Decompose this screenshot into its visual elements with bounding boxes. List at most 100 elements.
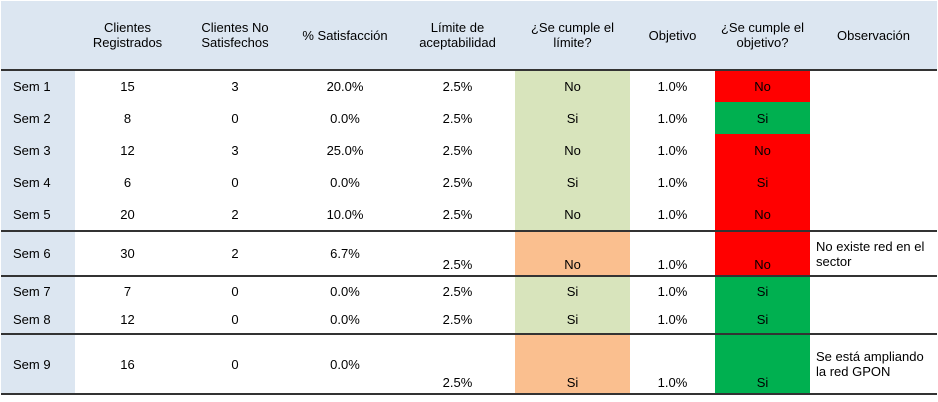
cell: 1.0% xyxy=(630,198,715,232)
header-cell: Límite de aceptabilidad xyxy=(400,1,515,71)
cell: 0.0% xyxy=(330,110,360,126)
cell xyxy=(810,276,937,305)
cell: 0 xyxy=(231,110,239,126)
cell: Si xyxy=(515,305,630,335)
cell: No xyxy=(715,134,810,166)
cell: No existe red en el sector xyxy=(810,231,937,277)
cell: 2.5% xyxy=(442,283,473,299)
cell: 0.0% xyxy=(330,174,360,190)
data-table: Clientes Registrados Clientes No Satisfec… xyxy=(1,1,937,395)
cell: 8 xyxy=(123,110,132,126)
cell: 20.0% xyxy=(326,79,364,94)
table-row: Sem 6 30 2 6.7% 2.5% No 1.0% No No existe red en… xyxy=(1,231,937,277)
cell: 0.0% xyxy=(290,334,400,395)
cell xyxy=(810,166,937,198)
cell: 12 xyxy=(120,142,135,158)
cell: Si xyxy=(515,166,630,198)
cell: 0.0% xyxy=(290,305,400,335)
cell: No xyxy=(515,198,630,232)
cell: No xyxy=(515,70,630,102)
row-label: Sem 7 xyxy=(1,276,75,305)
header-cell xyxy=(1,1,75,71)
cell: Si xyxy=(715,334,810,395)
header-cell: ¿Se cumple el límite? xyxy=(515,1,630,71)
cell: 1.0% xyxy=(657,110,688,126)
cell: 2.5% xyxy=(400,305,515,335)
table-row: Sem 4 6 0 0.0% 2.5% Si 1.0% Si xyxy=(1,166,937,198)
table-row: Sem 1 15 3 20.0% 2.5% No 1.0% No xyxy=(1,70,937,102)
cell: 0 xyxy=(180,334,290,395)
cell: Se está ampliando la red GPON xyxy=(810,334,937,395)
cell: 2.5% xyxy=(400,198,515,232)
cell: 1.0% xyxy=(657,174,688,190)
cell: 2 xyxy=(180,231,290,277)
cell: 2.5% xyxy=(442,110,473,126)
cell: 2.5% xyxy=(400,334,515,395)
header-row: Clientes Registrados Clientes No Satisfec… xyxy=(1,1,937,71)
row-label: Sem 4 xyxy=(1,166,75,198)
cell xyxy=(810,102,937,134)
cell: 0 xyxy=(231,174,239,190)
cell: 15 xyxy=(120,79,135,94)
cell: 2.5% xyxy=(442,79,473,94)
cell: No xyxy=(515,134,630,166)
cell: 1.0% xyxy=(657,283,688,299)
cell xyxy=(810,198,937,232)
table-row: Sem 8 12 0 0.0% 2.5% Si 1.0% Si xyxy=(1,305,937,335)
cell: 25.0% xyxy=(326,142,364,158)
cell: Si xyxy=(515,276,630,305)
row-label: Sem 1 xyxy=(1,70,75,102)
header-cell: % Satisfacción xyxy=(290,1,400,71)
cell: 1.0% xyxy=(630,231,715,277)
table-row: Sem 5 20 2 10.0% 2.5% No 1.0% No xyxy=(1,198,937,232)
cell: 6.7% xyxy=(290,231,400,277)
row-label: Sem 6 xyxy=(1,231,75,277)
cell: Si xyxy=(515,334,630,395)
table-row: Sem 7 7 0 0.0% 2.5% Si 1.0% Si xyxy=(1,276,937,305)
cell: 2.5% xyxy=(442,142,473,158)
cell: 3 xyxy=(231,142,239,158)
row-label: Sem 8 xyxy=(1,305,75,335)
row-label: Sem 3 xyxy=(1,134,75,166)
cell: 30 xyxy=(75,231,180,277)
cell: Si xyxy=(715,276,810,305)
cell: 12 xyxy=(75,305,180,335)
table-body: Sem 1 15 3 20.0% 2.5% No 1.0% No Sem 2 8 0 0.0% 2.5%… xyxy=(1,70,937,395)
table-row: Sem 9 16 0 0.0% 2.5% Si 1.0% Si Se está ampliand… xyxy=(1,334,937,395)
cell: 3 xyxy=(231,79,239,94)
cell xyxy=(810,134,937,166)
cell: 7 xyxy=(123,283,132,299)
row-label: Sem 2 xyxy=(1,102,75,134)
cell: Si xyxy=(715,166,810,198)
cell: 0 xyxy=(231,283,239,299)
cell: 10.0% xyxy=(290,198,400,232)
cell: 2.5% xyxy=(442,174,473,190)
cell: 1.0% xyxy=(630,334,715,395)
row-label: Sem 9 xyxy=(1,334,75,395)
cell: 0 xyxy=(180,305,290,335)
cell: 20 xyxy=(75,198,180,232)
cell: No xyxy=(715,70,810,102)
cell: 2.5% xyxy=(400,231,515,277)
table-row: Sem 2 8 0 0.0% 2.5% Si 1.0% Si xyxy=(1,102,937,134)
cell: 2 xyxy=(180,198,290,232)
cell xyxy=(810,305,937,335)
cell: Si xyxy=(515,102,630,134)
cell: No xyxy=(715,231,810,277)
cell: Si xyxy=(715,102,810,134)
header-cell: Clientes No Satisfechos xyxy=(180,1,290,71)
header-cell: Clientes Registrados xyxy=(75,1,180,71)
cell: 1.0% xyxy=(657,142,688,158)
cell: 6 xyxy=(123,174,132,190)
header-cell: Observación xyxy=(810,1,937,71)
cell: 0.0% xyxy=(330,283,360,299)
row-label: Sem 5 xyxy=(1,198,75,232)
cell: 1.0% xyxy=(630,305,715,335)
cell: 1.0% xyxy=(657,79,688,94)
cell: No xyxy=(715,198,810,232)
cell: No xyxy=(515,231,630,277)
header-cell: ¿Se cumple el objetivo? xyxy=(715,1,810,71)
table-row: Sem 3 12 3 25.0% 2.5% No 1.0% No xyxy=(1,134,937,166)
cell: 16 xyxy=(75,334,180,395)
